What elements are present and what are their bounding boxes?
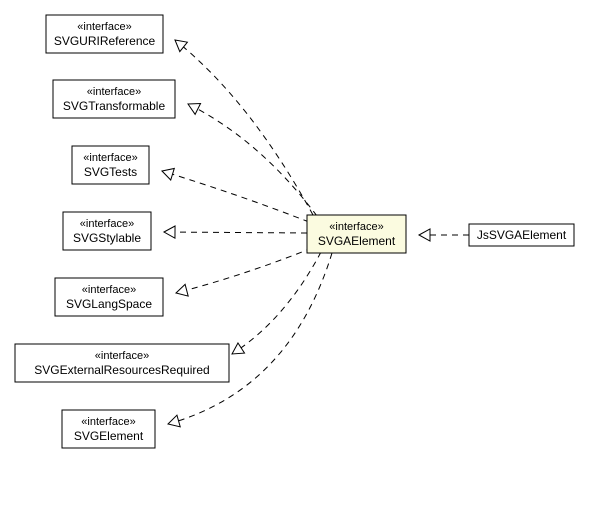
dependency-edge bbox=[232, 252, 321, 354]
uml-node-stereotype: «interface» bbox=[83, 152, 137, 164]
dependency-edge bbox=[162, 171, 309, 222]
uml-node-transf: «interface»SVGTransformable bbox=[53, 80, 175, 118]
uml-node-js: JsSVGAElement bbox=[469, 224, 574, 246]
uml-node-name: SVGExternalResourcesRequired bbox=[34, 363, 209, 377]
dependency-arrowhead bbox=[162, 168, 174, 180]
uml-node-stereotype: «interface» bbox=[77, 21, 131, 33]
uml-node-stereotype: «interface» bbox=[329, 221, 383, 233]
uml-node-name: JsSVGAElement bbox=[477, 228, 567, 242]
uml-node-name: SVGLangSpace bbox=[66, 297, 152, 311]
uml-node-stereotype: «interface» bbox=[87, 86, 141, 98]
dependency-arrowhead bbox=[164, 226, 175, 238]
uml-node-center: «interface»SVGAElement bbox=[307, 215, 406, 253]
uml-node-name: SVGTests bbox=[84, 165, 137, 179]
dependency-arrowhead bbox=[176, 284, 188, 296]
dependency-arrowhead bbox=[175, 40, 187, 52]
dependency-arrowhead bbox=[232, 343, 245, 354]
dependency-edge bbox=[175, 40, 313, 215]
dependency-edge bbox=[176, 248, 312, 293]
dependency-arrowhead bbox=[419, 229, 430, 241]
dependency-arrowhead bbox=[168, 415, 180, 427]
uml-node-name: SVGElement bbox=[74, 429, 144, 443]
uml-node-elem: «interface»SVGElement bbox=[62, 410, 155, 448]
uml-node-lang: «interface»SVGLangSpace bbox=[55, 278, 163, 316]
uml-node-stylable: «interface»SVGStylable bbox=[63, 212, 151, 250]
dependency-edge bbox=[168, 253, 332, 424]
uml-node-stereotype: «interface» bbox=[80, 218, 134, 230]
uml-node-tests: «interface»SVGTests bbox=[72, 146, 149, 184]
uml-node-name: SVGTransformable bbox=[63, 99, 166, 113]
dependency-arrowhead bbox=[188, 104, 201, 115]
uml-node-stereotype: «interface» bbox=[82, 284, 136, 296]
uml-node-uriref: «interface»SVGURIReference bbox=[46, 15, 163, 53]
uml-node-stereotype: «interface» bbox=[81, 416, 135, 428]
uml-node-name: SVGAElement bbox=[318, 234, 396, 248]
uml-node-name: SVGStylable bbox=[73, 231, 141, 245]
dependency-edge bbox=[164, 232, 307, 233]
uml-node-stereotype: «interface» bbox=[95, 350, 149, 362]
uml-node-ext: «interface»SVGExternalResourcesRequired bbox=[15, 344, 229, 382]
uml-diagram: «interface»SVGURIReference«interface»SVG… bbox=[0, 0, 604, 509]
uml-node-name: SVGURIReference bbox=[54, 34, 156, 48]
